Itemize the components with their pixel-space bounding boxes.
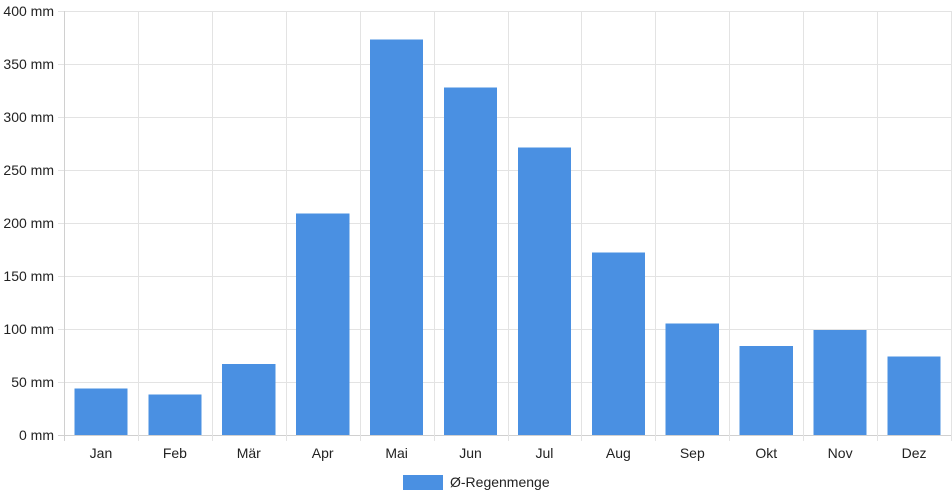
x-tick-label: Aug xyxy=(606,445,631,461)
y-tick-label: 300 mm xyxy=(3,109,54,125)
y-tick-label: 50 mm xyxy=(11,374,54,390)
x-tick-label: Dez xyxy=(902,445,927,461)
y-tick-label: 150 mm xyxy=(3,268,54,284)
bar-dez[interactable] xyxy=(887,356,941,435)
legend-label: Ø-Regenmenge xyxy=(450,474,550,490)
x-tick-label: Nov xyxy=(828,445,853,461)
x-tick-label: Sep xyxy=(680,445,705,461)
bar-jun[interactable] xyxy=(443,87,498,436)
bar-aug[interactable] xyxy=(591,252,645,435)
y-tick-label: 350 mm xyxy=(3,56,54,72)
bar-mai[interactable] xyxy=(370,39,424,435)
bar-apr[interactable] xyxy=(296,213,350,436)
bar-jul[interactable] xyxy=(517,147,571,435)
bar-okt[interactable] xyxy=(739,346,793,435)
bar-feb[interactable] xyxy=(148,394,202,435)
y-tick-label: 400 mm xyxy=(3,3,54,19)
x-tick-label: Mai xyxy=(385,445,408,461)
y-tick-label: 200 mm xyxy=(3,215,54,231)
y-tick-label: 250 mm xyxy=(3,162,54,178)
bar-jan[interactable] xyxy=(74,388,128,435)
x-tick-label: Jul xyxy=(536,445,554,461)
x-tick-label: Mär xyxy=(237,445,261,461)
y-tick-label: 100 mm xyxy=(3,321,54,337)
legend-swatch xyxy=(403,475,443,490)
legend: Ø-Regenmenge xyxy=(403,474,550,490)
y-tick-label: 0 mm xyxy=(19,427,54,443)
bars xyxy=(74,39,941,436)
x-tick-label: Jun xyxy=(459,445,482,461)
x-tick-label: Feb xyxy=(163,445,187,461)
x-tick-label: Jan xyxy=(90,445,113,461)
x-tick-label: Apr xyxy=(312,445,334,461)
x-tick-label: Okt xyxy=(755,445,777,461)
bar-nov[interactable] xyxy=(813,330,867,435)
axes: 0 mm 50 mm 100 mm 150 mm 200 mm 250 mm 300 mm 3… xyxy=(3,3,926,461)
bar-mär[interactable] xyxy=(222,364,276,435)
bar-sep[interactable] xyxy=(665,323,719,435)
